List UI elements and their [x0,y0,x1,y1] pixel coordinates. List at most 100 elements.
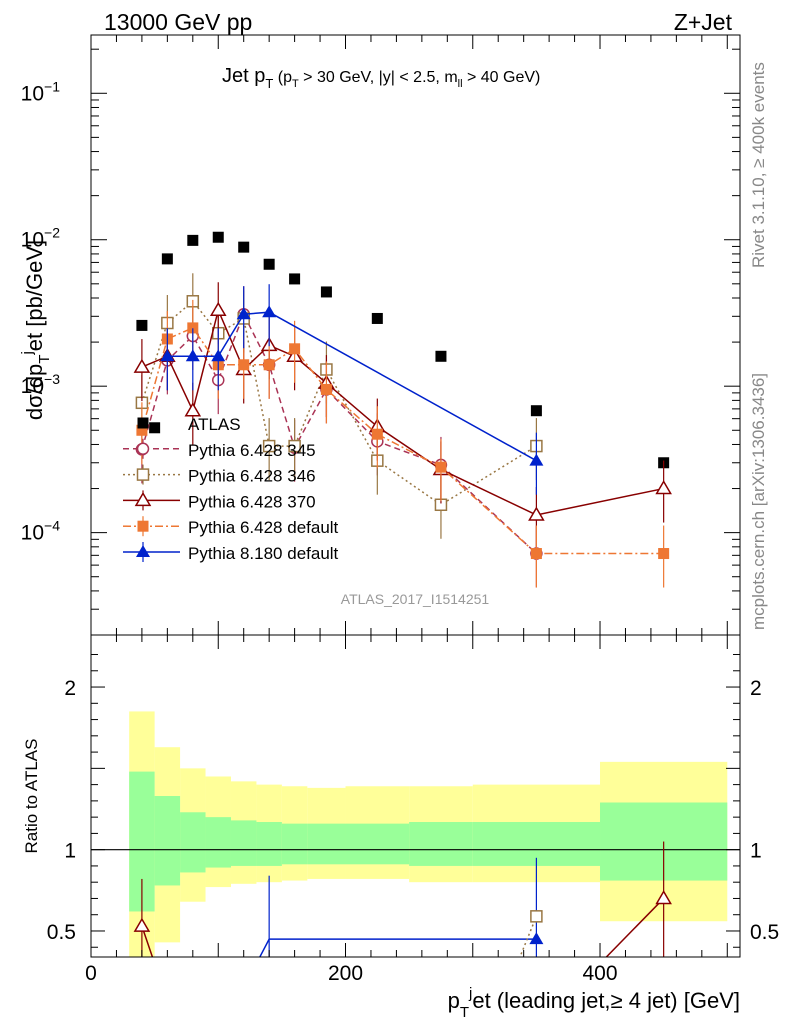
data-point [149,422,161,434]
uncertainty-band-inner [409,822,473,866]
data-point [263,258,275,270]
rivet-label: Rivet 3.1.10, ≥ 400k events [749,62,768,268]
main-title: Jet pT (pT > 30 GeV, |y| < 2.5, mll > 40… [222,65,540,91]
legend-marker [137,520,149,532]
ylabel-sub: T [36,355,53,364]
uncertainty-band-inner [345,823,410,865]
data-point [655,480,672,495]
legend-marker [137,417,149,429]
title-cuts: > 30 GeV, |y| < 2.5, m [299,69,458,86]
ratio-y-tick-label: 0.5 [47,921,76,944]
data-point [320,286,332,298]
data-point [262,305,277,318]
title-cuts: (p [273,69,292,86]
data-point [530,405,542,417]
ratio-data [91,711,740,957]
main-y-tick-label: 10−3 [21,371,61,398]
xlabel-part: p [448,988,460,1013]
legend-label: Pythia 6.428 346 [188,467,316,486]
uncertainty-band-inner [256,822,282,866]
legend-marker [136,442,150,456]
data-point [288,439,301,453]
data-point [530,548,542,560]
main-y-tick-label: 10−4 [21,518,61,545]
legend-label: Pythia 6.428 370 [188,492,316,511]
ratio-point [530,910,543,923]
watermark: ATLAS_2017_I1514251 [341,591,490,607]
data-point [658,548,670,560]
data-point [161,253,173,265]
title-cuts-sub: T [292,78,299,90]
data-point [435,350,447,362]
title-cuts-sub: ll [458,78,463,90]
legend-marker [136,545,150,557]
legend-marker [134,491,152,507]
data-point [320,383,332,395]
xlabel-part: et (leading jet,≥ 4 jet) [GeV] [472,988,740,1013]
ratio-point [655,889,672,905]
ratio-y-tick-label-right: 2 [750,677,762,700]
main-y-tick-label: 10−2 [21,225,61,252]
ratio-point [529,932,544,945]
tick-exponent: −1 [44,78,60,94]
tick-base: 10 [21,522,44,545]
tick-base: 10 [21,82,44,105]
legend-label: Pythia 6.428 default [188,518,339,537]
ratio-y-tick-label-right: 0.5 [750,921,779,944]
main-data [133,231,672,588]
uncertainty-band-inner [154,796,181,886]
data-point [185,349,200,362]
uncertainty-band-inner [230,820,257,866]
data-point [212,231,224,243]
data-point [435,461,447,473]
series-5 [160,284,544,495]
legend-label: Pythia 8.180 default [188,544,339,563]
data-point [187,322,199,334]
uncertainty-band-inner [307,823,346,865]
data-point [289,343,301,355]
title-part: Jet p [222,65,265,87]
header-right: Z+Jet [674,9,733,35]
ratio-series-line [519,916,538,957]
data-point [528,506,545,521]
data-point [289,273,301,285]
mcplots-label: mcplots.cern.ch [arXiv:1306.3436] [749,373,768,630]
xlabel-sub: T [460,1004,469,1021]
ratio-point [133,917,151,932]
data-point [263,359,275,371]
uncertainty-band-inner [281,823,308,865]
ratio-y-tick-label-right: 1 [750,840,762,863]
main-y-tick-label: 10−1 [21,78,61,105]
data-point [184,402,202,417]
header-left: 13000 GeV pp [104,9,252,35]
data-point [187,234,199,246]
title-cuts: > 40 GeV) [463,69,541,86]
series-line [141,300,537,506]
ratio-x-tick-label: 0 [85,962,97,985]
legend-label: ATLAS [188,415,241,434]
title-sub: T [265,76,273,91]
main-y-axis-label: dσ/dpTjet [pb/GeV] [19,240,53,420]
ratio-x-tick-label: 400 [582,962,617,985]
ylabel-part: et [pb/GeV] [22,240,47,351]
tick-base: 10 [21,375,44,398]
data-point [238,359,250,371]
header: 13000 GeV pp Z+Jet [104,9,733,35]
xlabel-sup: j [468,985,472,1002]
ratio-series-line [141,925,154,957]
ratio-y-tick-label: 2 [64,677,76,700]
data-point [209,301,227,316]
legend-marker [136,468,150,481]
uncertainty-band-inner [205,817,231,868]
data-point [236,307,251,320]
legend: ATLAS Pythia 6.428 345 Pythia 6.428 346 Pyt… [123,415,339,563]
series-line [167,311,537,462]
ratio-series-line [605,897,665,957]
tick-exponent: −3 [44,371,60,387]
ratio-panel: 0.5 0.5 1 1 2 2 0 200 400 Ratio to ATLAS pTjet (le… [22,634,779,1021]
data-point [133,358,151,373]
data-point [529,453,544,466]
data-point [262,439,276,453]
side-labels: Rivet 3.1.10, ≥ 400k events mcplots.cern… [749,62,768,630]
